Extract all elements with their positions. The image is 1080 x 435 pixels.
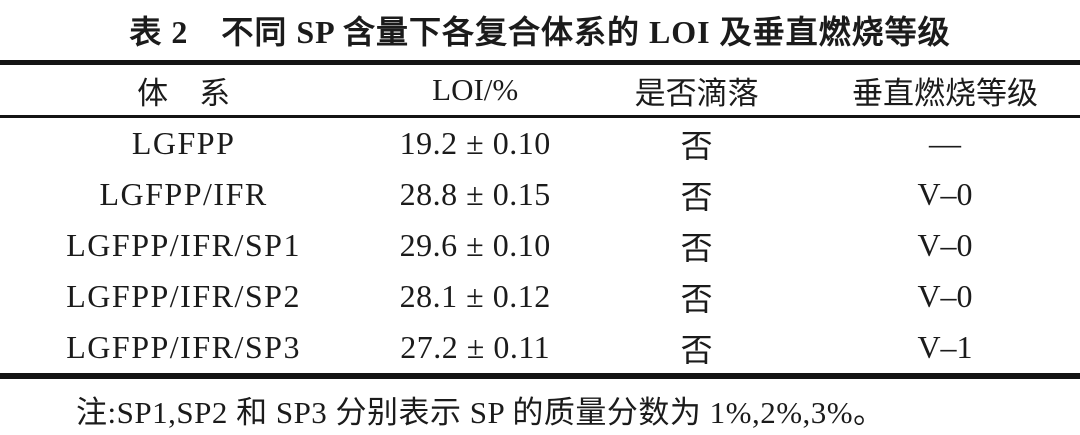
- cell-dripping: 否: [680, 178, 713, 215]
- header-loi: LOI/%: [367, 62, 584, 118]
- table-row: LGFPP/IFR 28.8 ± 0.15 否 V–0: [0, 169, 1080, 220]
- cell-system: LGFPP/IFR: [99, 176, 268, 212]
- header-system: 体 系: [0, 62, 368, 118]
- cell-loi: 27.2 ± 0.11: [400, 329, 551, 365]
- cell-dripping: 否: [680, 331, 713, 368]
- cell-dripping: 否: [680, 229, 713, 266]
- cell-system: LGFPP/IFR/SP3: [66, 329, 301, 365]
- table-header-row: 体 系 LOI/% 是否滴落 垂直燃烧等级: [0, 62, 1080, 118]
- loi-flammability-table: 体 系 LOI/% 是否滴落 垂直燃烧等级 LGFPP 19.2 ± 0.10 …: [0, 60, 1080, 379]
- cell-rating: V–0: [917, 227, 973, 263]
- header-vertical-burning-rating: 垂直燃烧等级: [809, 62, 1080, 118]
- table-footnote: 注:SP1,SP2 和 SP3 分别表示 SP 的质量分数为 1%,2%,3%。: [76, 395, 885, 430]
- table-row: LGFPP/IFR/SP3 27.2 ± 0.11 否 V–1: [0, 322, 1080, 376]
- cell-system: LGFPP/IFR/SP2: [66, 278, 301, 314]
- cell-loi: 28.1 ± 0.12: [399, 278, 551, 314]
- cell-loi: 29.6 ± 0.10: [399, 227, 551, 263]
- cell-dripping: 否: [680, 280, 713, 317]
- cell-rating: —: [928, 125, 961, 161]
- table-row: LGFPP/IFR/SP1 29.6 ± 0.10 否 V–0: [0, 220, 1080, 271]
- header-dripping: 是否滴落: [583, 62, 810, 118]
- cell-loi: 28.8 ± 0.15: [399, 176, 551, 212]
- cell-system: LGFPP/IFR/SP1: [66, 227, 301, 263]
- table-row: LGFPP/IFR/SP2 28.1 ± 0.12 否 V–0: [0, 271, 1080, 322]
- cell-rating: V–0: [917, 176, 973, 212]
- cell-system: LGFPP: [131, 125, 236, 161]
- cell-loi: 19.2 ± 0.10: [399, 125, 551, 161]
- cell-dripping: 否: [680, 127, 713, 164]
- table-title: 表 2 不同 SP 含量下各复合体系的 LOI 及垂直燃烧等级: [129, 14, 951, 50]
- cell-rating: V–1: [917, 329, 973, 365]
- cell-rating: V–0: [917, 278, 973, 314]
- table-row: LGFPP 19.2 ± 0.10 否 —: [0, 117, 1080, 170]
